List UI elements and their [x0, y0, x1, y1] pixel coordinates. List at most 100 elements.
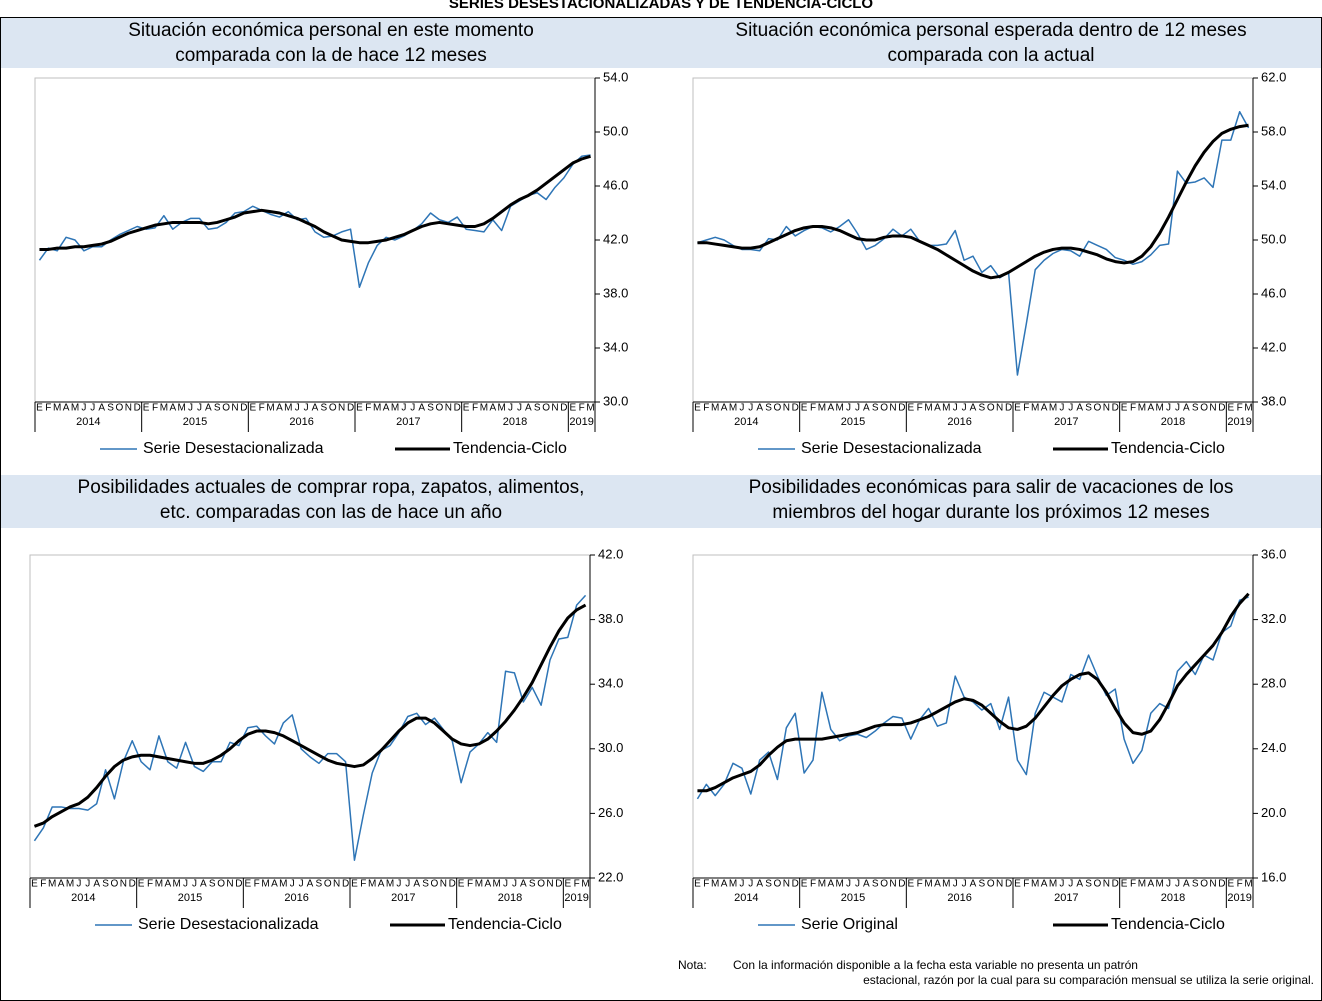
x-tick-label: J [953, 403, 958, 414]
legend-label: Tendencia-Ciclo [1111, 916, 1225, 933]
x-tick-label: S [872, 879, 879, 890]
year-label: 2017 [396, 416, 420, 428]
x-tick-label: A [827, 403, 834, 414]
x-tick-label: M [1049, 403, 1057, 414]
year-label: 2014 [734, 892, 758, 904]
x-tick-label: J [748, 403, 753, 414]
x-tick-label: J [188, 403, 193, 414]
note-text: estacional, razón por la cual para su co… [863, 973, 1314, 987]
x-tick-label: M [942, 879, 950, 890]
x-tick-label: S [1192, 403, 1199, 414]
x-tick-label: J [295, 403, 300, 414]
x-tick-label: S [1085, 403, 1092, 414]
x-tick-label: F [1130, 879, 1136, 890]
x-tick-label: J [512, 879, 517, 890]
x-tick-label: J [1059, 879, 1064, 890]
x-tick-label: J [1175, 879, 1180, 890]
x-tick-label: M [386, 879, 394, 890]
x-tick-label: N [783, 879, 790, 890]
x-tick-label: F [40, 879, 46, 890]
x-tick-label: E [1014, 403, 1021, 414]
x-tick-label: A [721, 403, 728, 414]
x-tick-label: N [551, 403, 558, 414]
x-tick-label: M [1155, 403, 1163, 414]
x-tick-label: E [801, 403, 808, 414]
x-tick-label: O [222, 403, 230, 414]
x-tick-label: M [48, 879, 56, 890]
x-tick-label: M [835, 879, 843, 890]
x-tick-label: E [138, 879, 145, 890]
year-label: 2018 [498, 892, 522, 904]
x-tick-label: N [440, 879, 447, 890]
x-tick-label: A [271, 879, 278, 890]
x-tick-label: E [564, 879, 571, 890]
x-tick-label: F [579, 403, 585, 414]
x-tick-label: F [917, 879, 923, 890]
x-tick-label: F [45, 403, 51, 414]
series-line [33, 594, 587, 861]
x-tick-label: A [63, 403, 70, 414]
x-tick-label: S [209, 879, 216, 890]
x-tick-label: N [120, 879, 127, 890]
x-tick-label: J [90, 403, 95, 414]
x-tick-label: S [872, 403, 879, 414]
x-tick-label: D [240, 403, 247, 414]
x-tick-label: F [259, 403, 265, 414]
x-tick-label: S [427, 403, 434, 414]
x-tick-label: O [111, 879, 119, 890]
x-tick-label: J [739, 403, 744, 414]
x-tick-label: A [934, 879, 941, 890]
x-tick-label: M [373, 403, 381, 414]
x-tick-label: J [1166, 403, 1171, 414]
x-tick-label: S [102, 879, 109, 890]
x-tick-label: D [1112, 403, 1119, 414]
x-tick-label: N [996, 403, 1003, 414]
x-tick-label: D [1005, 403, 1012, 414]
x-tick-label: N [125, 403, 132, 414]
x-tick-label: S [529, 879, 536, 890]
x-tick-label: M [160, 403, 168, 414]
legend-label: Serie Desestacionalizada [143, 440, 324, 457]
x-tick-label: N [338, 403, 345, 414]
y-tick-label: 58.0 [1261, 123, 1286, 138]
x-tick-label: J [1166, 879, 1171, 890]
x-tick-label: A [970, 403, 977, 414]
x-tick-label: F [1130, 403, 1136, 414]
x-tick-label: J [299, 879, 304, 890]
year-label: 2017 [391, 892, 415, 904]
x-tick-label: M [391, 403, 399, 414]
x-tick-label: N [226, 879, 233, 890]
x-tick-label: D [134, 403, 141, 414]
x-tick-label: D [1218, 879, 1225, 890]
x-tick-label: F [360, 879, 366, 890]
x-tick-label: S [1192, 879, 1199, 890]
page-title: SERIES DESESTACIONALIZADAS Y DE TENDENCI… [449, 0, 874, 12]
x-tick-label: A [169, 403, 176, 414]
x-tick-label: M [729, 403, 737, 414]
series-line [697, 123, 1249, 280]
x-tick-label: A [721, 879, 728, 890]
x-tick-label: D [449, 879, 456, 890]
x-tick-label: O [880, 879, 888, 890]
x-tick-label: D [1005, 879, 1012, 890]
x-tick-label: S [321, 403, 328, 414]
x-tick-label: A [525, 403, 532, 414]
x-tick-label: D [347, 403, 354, 414]
y-tick-label: 42.0 [598, 546, 623, 561]
x-tick-label: O [436, 403, 444, 414]
x-tick-label: O [774, 403, 782, 414]
x-tick-label: S [422, 879, 429, 890]
x-tick-label: D [342, 879, 349, 890]
x-tick-label: F [810, 403, 816, 414]
series-line [39, 154, 591, 251]
x-tick-label: E [694, 879, 701, 890]
x-tick-label: N [1103, 879, 1110, 890]
x-tick-label: A [93, 879, 100, 890]
x-tick-label: J [401, 403, 406, 414]
x-tick-label: A [307, 879, 314, 890]
x-tick-label: N [783, 403, 790, 414]
x-tick-label: J [1068, 879, 1073, 890]
y-tick-label: 34.0 [598, 676, 623, 691]
x-tick-label: A [200, 879, 207, 890]
legend-label: Serie Original [801, 916, 898, 933]
